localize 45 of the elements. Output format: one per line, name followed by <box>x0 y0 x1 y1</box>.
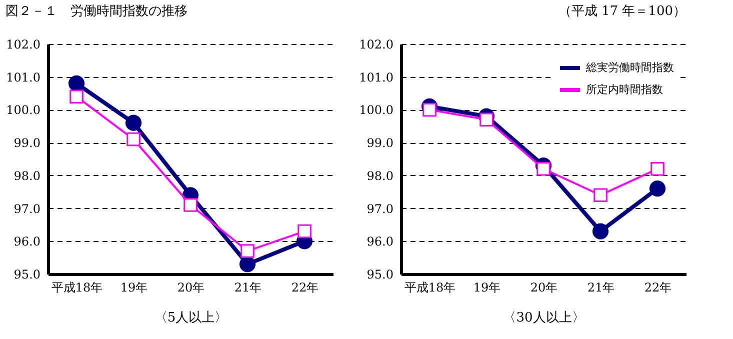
x-axis-title: 〈30人以上〉 <box>503 310 585 326</box>
x-tick-label: 平成18年 <box>404 280 456 294</box>
y-tick-label: 101.0 <box>359 70 394 84</box>
x-tick-label: 20年 <box>177 280 205 294</box>
x-tick-label: 21年 <box>234 280 262 294</box>
y-tick-label: 102.0 <box>359 38 394 52</box>
point <box>126 132 140 146</box>
point <box>649 180 666 197</box>
x-tick-label: 20年 <box>530 280 558 294</box>
point <box>184 198 198 212</box>
y-tick-label: 101.0 <box>6 70 40 84</box>
point <box>480 112 494 126</box>
legend-label: 所定内時間指数 <box>586 83 663 96</box>
point <box>594 188 608 202</box>
x-tick-label: 21年 <box>587 280 615 294</box>
y-tick-label: 99.0 <box>14 136 40 150</box>
point <box>536 162 550 176</box>
y-tick-label: 98.0 <box>366 168 394 183</box>
point <box>422 102 436 117</box>
y-tick-label: 95.0 <box>366 268 394 282</box>
y-tick-label: 100.0 <box>6 103 40 118</box>
y-tick-label: 96.0 <box>14 234 40 249</box>
point <box>239 256 256 272</box>
point <box>68 75 85 92</box>
legend-label: 総実労働時間指数 <box>585 61 674 74</box>
chart-title: 図２－１ 労働時間指数の推移 <box>6 4 188 19</box>
x-tick-label: 平成18年 <box>51 280 103 294</box>
point <box>592 223 609 240</box>
x-tick-label: 22年 <box>644 280 672 294</box>
y-tick-label: 97.0 <box>14 202 40 216</box>
x-tick-label: 22年 <box>291 280 319 294</box>
y-tick-label: 95.0 <box>14 268 40 282</box>
chart-title: （平成 17 年＝100） <box>558 4 686 19</box>
y-tick-label: 96.0 <box>366 234 394 249</box>
y-tick-label: 98.0 <box>14 168 40 183</box>
point <box>125 114 142 131</box>
point <box>240 244 254 258</box>
y-tick-label: 97.0 <box>366 202 394 216</box>
x-axis-title: 〈5人以上〉 <box>154 310 228 326</box>
y-tick-label: 99.0 <box>366 136 394 150</box>
x-tick-label: 19年 <box>120 280 148 294</box>
y-tick-label: 102.0 <box>6 38 40 52</box>
y-tick-label: 100.0 <box>359 103 394 118</box>
point <box>298 224 312 238</box>
x-tick-label: 19年 <box>473 280 501 294</box>
